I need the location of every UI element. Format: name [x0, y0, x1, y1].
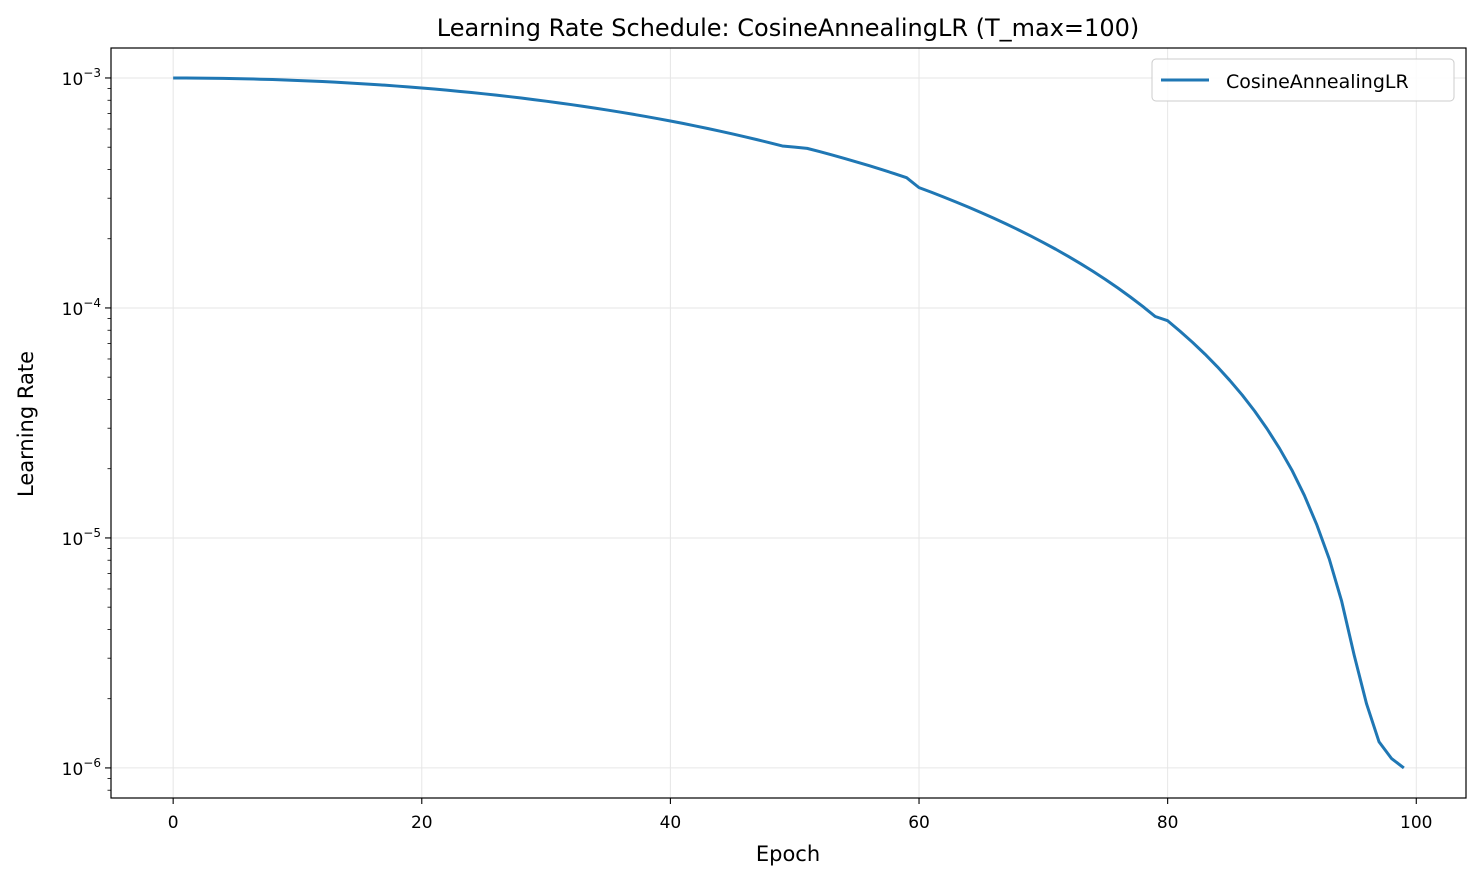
series-line-cosine-annealing	[173, 76, 1405, 770]
legend: CosineAnnealingLR	[1151, 58, 1455, 102]
y-tick-label: 10−4	[62, 296, 101, 320]
x-tick-label: 0	[168, 813, 179, 833]
x-tick-label: 80	[1157, 813, 1179, 833]
x-axis-label: Epoch	[756, 842, 820, 866]
legend-box	[1151, 58, 1455, 102]
grid-lines	[111, 48, 1466, 798]
x-tick-label: 40	[660, 813, 682, 833]
axes-frame	[110, 47, 1467, 799]
x-tick-label: 60	[908, 813, 930, 833]
x-axis-ticks: 0 20 40 60 80 100	[168, 798, 1433, 833]
x-tick-label: 20	[411, 813, 433, 833]
y-axis-label: Learning Rate	[14, 351, 38, 497]
plot-area	[173, 76, 1405, 770]
x-tick-label: 100	[1400, 813, 1432, 833]
chart-title: Learning Rate Schedule: CosineAnnealingL…	[437, 14, 1139, 42]
legend-label: CosineAnnealingLR	[1226, 71, 1409, 93]
